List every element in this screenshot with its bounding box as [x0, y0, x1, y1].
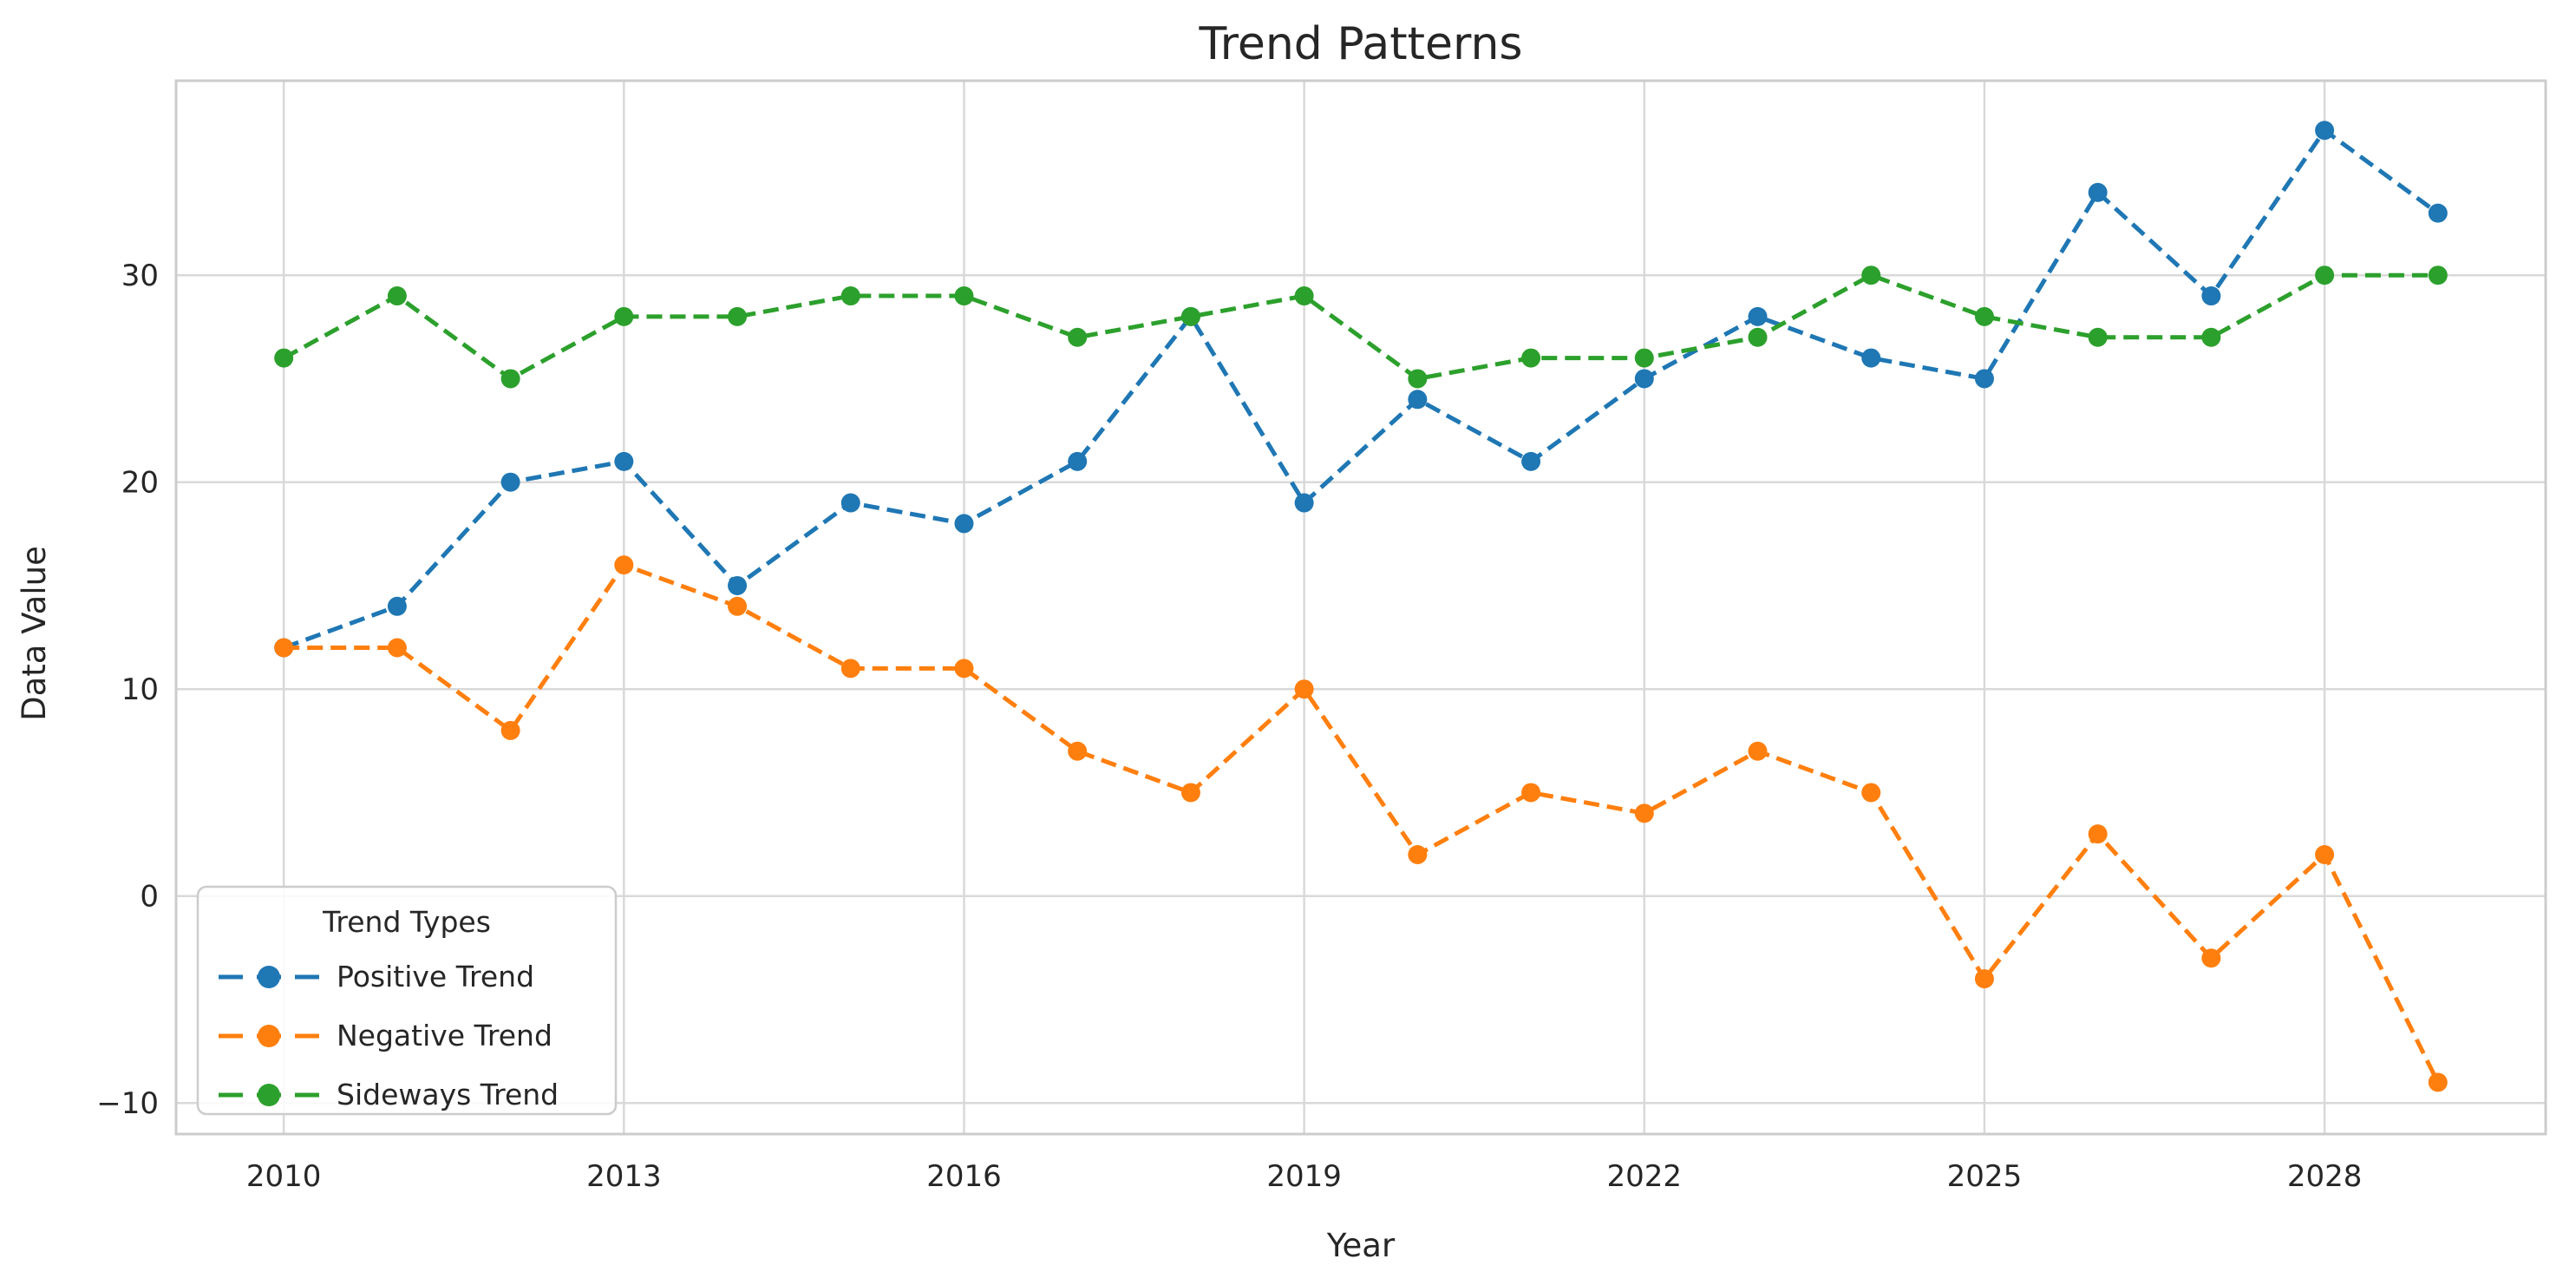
data-point-marker: [728, 596, 748, 616]
y-tick-label: −10: [96, 1086, 159, 1121]
data-point-marker: [500, 472, 520, 492]
series-layer: [274, 121, 2448, 1092]
legend-item-sideways-trend: Sideways Trend: [219, 1078, 559, 1111]
legend: Trend Types Positive Trend Negative Tren…: [196, 885, 618, 1116]
data-point-marker: [1521, 783, 1541, 803]
data-point-marker: [840, 659, 860, 679]
legend-box: [196, 885, 618, 1116]
data-point-marker: [954, 659, 974, 679]
data-point-marker: [614, 555, 634, 575]
y-tick-label: 0: [140, 880, 159, 915]
y-tick-label: 20: [121, 466, 159, 501]
data-point-marker: [614, 451, 634, 471]
data-point-marker: [2088, 327, 2108, 347]
series-line-sideways-trend: [282, 272, 2438, 382]
data-point-marker: [2315, 121, 2335, 141]
legend-title: Trend Types: [322, 905, 491, 939]
legend-marker-icon: [258, 1025, 280, 1047]
data-point-marker: [2088, 182, 2108, 202]
x-tick-label: 2016: [926, 1159, 1002, 1194]
data-point-marker: [1521, 348, 1541, 368]
data-point-marker: [2201, 948, 2221, 968]
data-point-marker: [387, 596, 407, 616]
data-point-marker: [1294, 493, 1314, 513]
data-point-marker: [387, 286, 407, 306]
data-point-marker: [1974, 369, 1994, 389]
data-point-marker: [614, 306, 634, 326]
data-point-marker: [1748, 741, 1768, 761]
legend-label: Sideways Trend: [337, 1078, 559, 1111]
grid-layer: [176, 81, 2546, 1134]
x-tick-label: 2025: [1947, 1159, 2023, 1194]
data-point-marker: [1974, 306, 1994, 326]
data-point-marker: [274, 638, 294, 658]
x-tick-label: 2019: [1266, 1159, 1342, 1194]
data-point-marker: [1068, 327, 1088, 347]
data-point-marker: [1634, 348, 1654, 368]
data-point-marker: [1748, 327, 1768, 347]
data-point-marker: [1180, 783, 1200, 803]
x-axis-label: Year: [1326, 1227, 1396, 1264]
legend-marker-icon: [258, 1084, 280, 1106]
data-point-marker: [840, 286, 860, 306]
data-point-marker: [2315, 845, 2335, 865]
data-point-marker: [2428, 266, 2448, 285]
data-point-marker: [1408, 845, 1428, 865]
legend-label: Positive Trend: [337, 960, 534, 993]
data-point-marker: [2088, 824, 2108, 844]
data-point-marker: [1294, 286, 1314, 306]
x-tick-label: 2022: [1607, 1159, 1683, 1194]
data-point-marker: [500, 369, 520, 389]
data-point-marker: [728, 306, 748, 326]
series-line-positive-trend: [283, 127, 2440, 650]
legend-label: Negative Trend: [337, 1019, 552, 1052]
legend-item-positive-trend: Positive Trend: [219, 960, 534, 993]
data-point-marker: [500, 720, 520, 740]
data-point-marker: [1974, 969, 1994, 989]
y-axis-label: Data Value: [16, 546, 53, 721]
data-point-marker: [274, 348, 294, 368]
data-point-marker: [2201, 286, 2221, 306]
data-point-marker: [954, 286, 974, 306]
data-point-marker: [387, 638, 407, 658]
x-tick-label: 2013: [586, 1159, 662, 1194]
y-tick-label: 10: [121, 672, 159, 707]
data-point-marker: [1748, 306, 1768, 326]
y-tick-label: 30: [121, 259, 159, 293]
data-point-marker: [1634, 803, 1654, 823]
data-point-marker: [1068, 741, 1088, 761]
data-point-marker: [2428, 203, 2448, 223]
data-point-marker: [1861, 266, 1881, 285]
plot-spines: [174, 79, 2547, 1136]
data-point-marker: [1408, 390, 1428, 410]
data-point-marker: [1408, 369, 1428, 389]
data-point-marker: [1294, 679, 1314, 699]
data-point-marker: [2315, 266, 2335, 285]
data-point-marker: [840, 493, 860, 513]
data-point-marker: [2201, 327, 2221, 347]
data-point-marker: [728, 575, 748, 595]
data-point-marker: [2428, 1072, 2448, 1092]
x-tick-label: 2028: [2287, 1159, 2363, 1194]
data-point-marker: [1180, 306, 1200, 326]
plot-border: [174, 79, 2547, 1136]
data-point-marker: [954, 514, 974, 534]
series-line-negative-trend: [284, 562, 2441, 1084]
data-point-marker: [1861, 783, 1881, 803]
data-point-marker: [1521, 451, 1541, 471]
x-tick-label: 2010: [246, 1159, 322, 1194]
data-point-marker: [1634, 369, 1654, 389]
legend-item-negative-trend: Negative Trend: [219, 1019, 552, 1052]
tick-labels: 2010 2013 2016 2019 2022 2025 2028 −10 0 10 20 30: [96, 259, 2362, 1194]
data-point-marker: [1068, 451, 1088, 471]
legend-marker-icon: [258, 966, 280, 988]
data-point-marker: [1861, 348, 1881, 368]
chart-title: Trend Patterns: [1198, 18, 1522, 70]
